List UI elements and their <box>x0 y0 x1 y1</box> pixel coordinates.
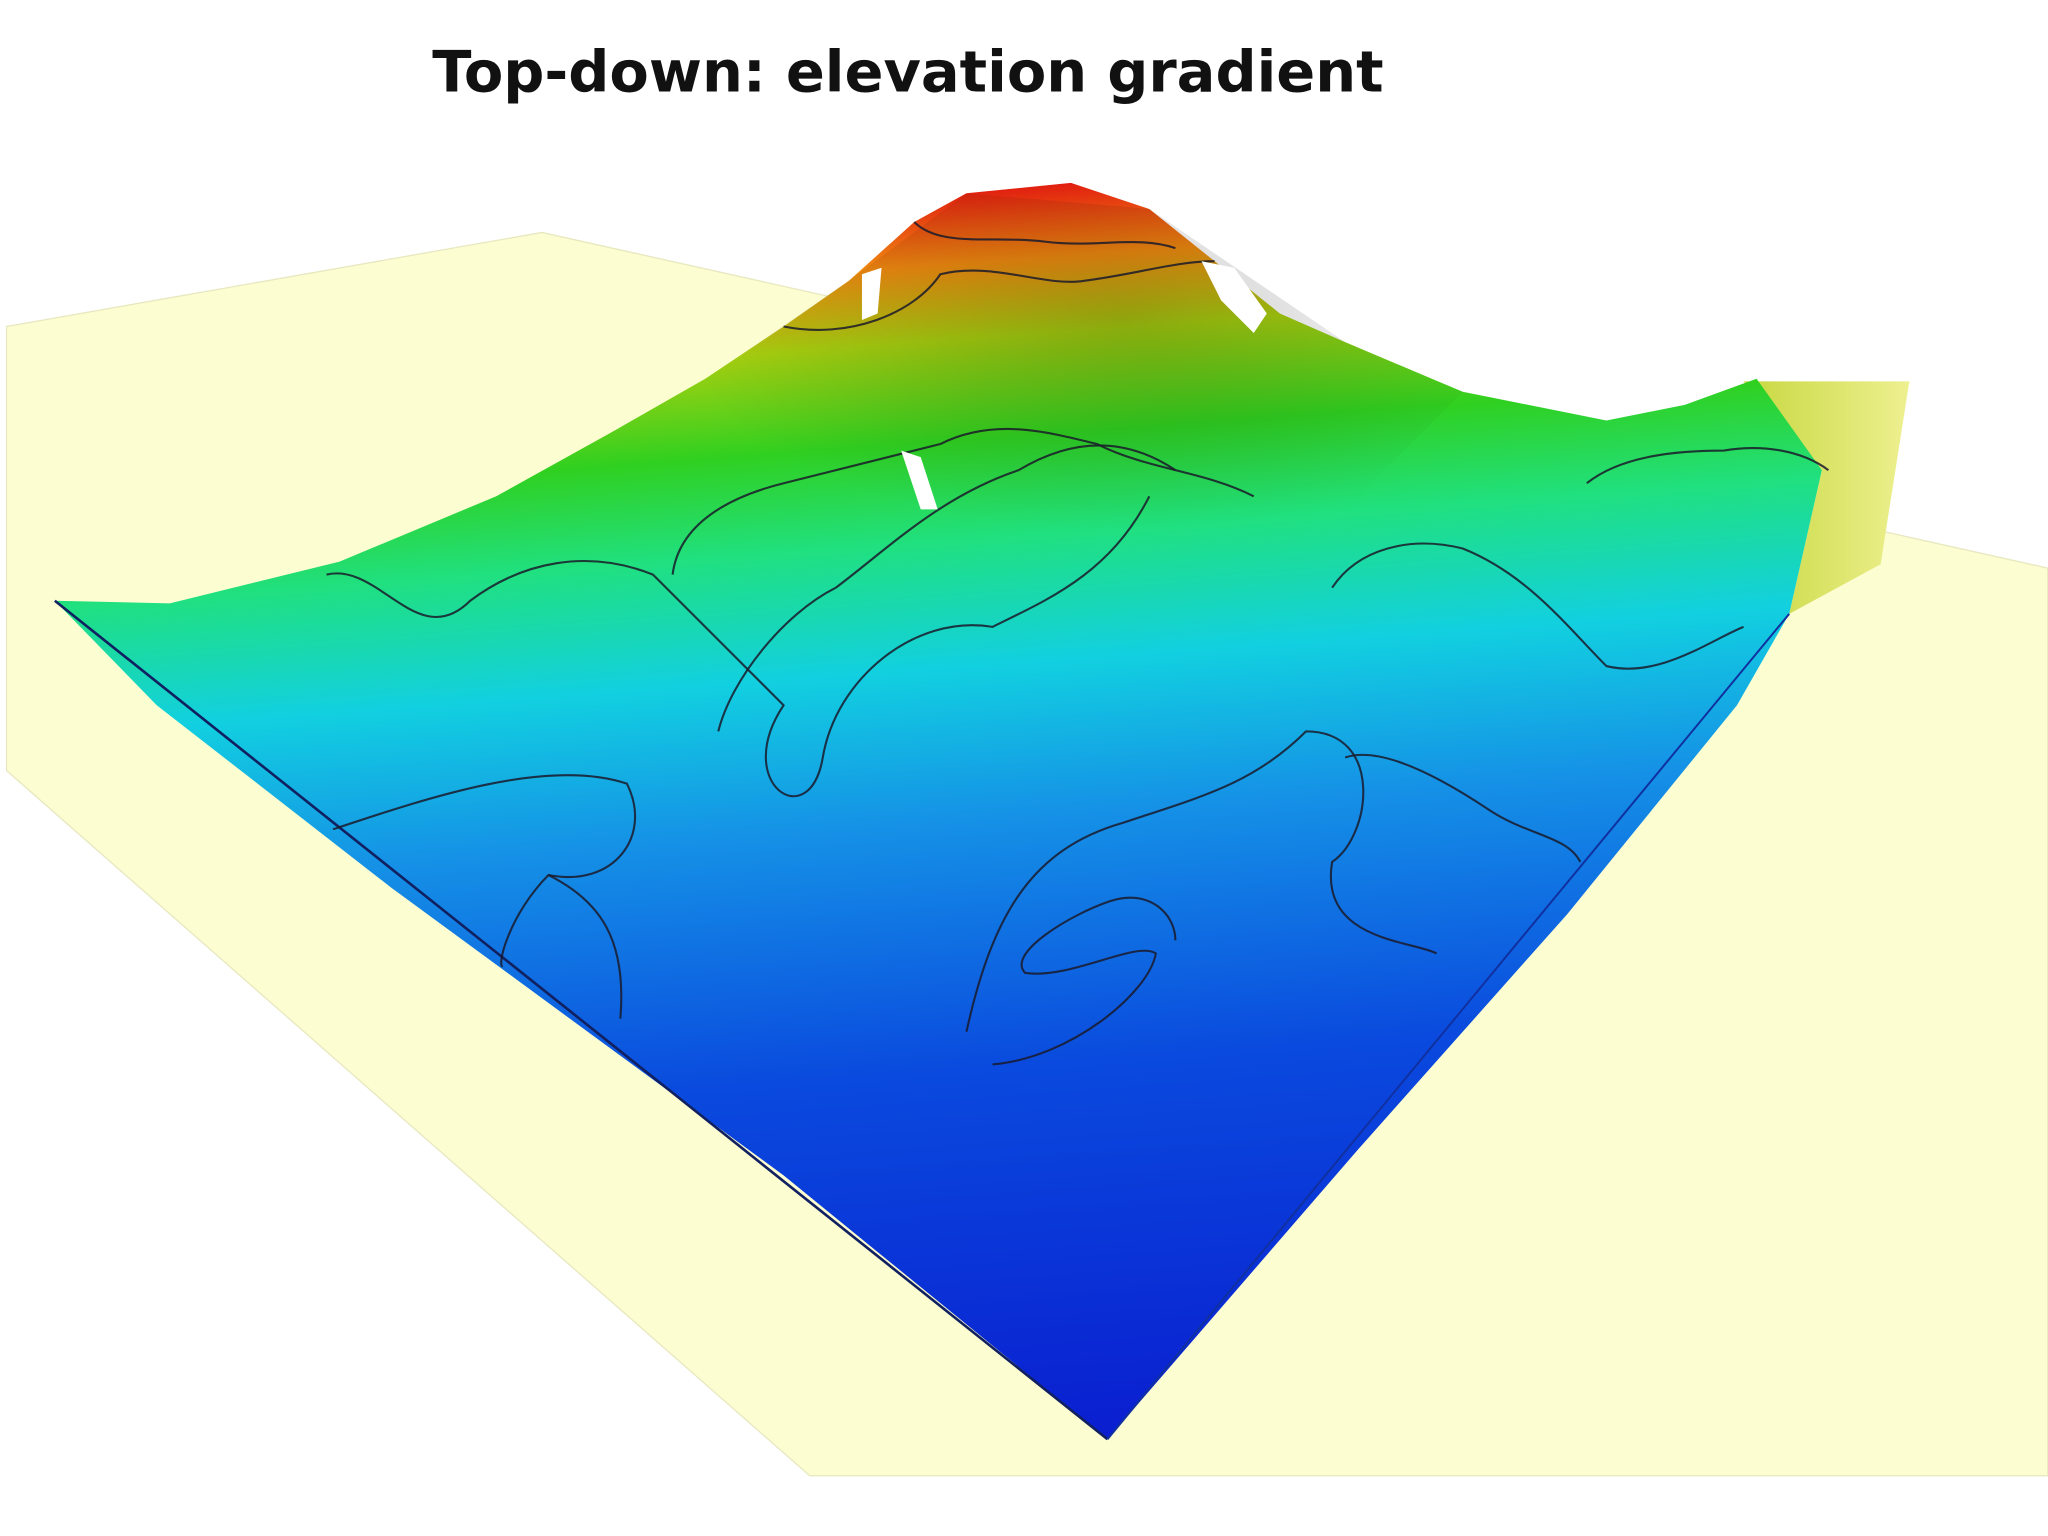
terrain-side-block <box>1743 381 1910 614</box>
contour-line <box>548 874 623 1019</box>
slide-title: Top-down: elevation gradient <box>432 38 1383 105</box>
contour-line <box>783 260 1215 331</box>
snow-patch <box>861 261 1267 510</box>
contour-line <box>1331 542 1744 670</box>
terrain-edge <box>1106 613 1790 1440</box>
contour-line <box>965 730 1438 1032</box>
contour-line <box>1586 447 1830 485</box>
contour-line <box>992 896 1177 1066</box>
terrain-edge <box>54 599 1109 1441</box>
terrain-shading <box>705 193 1463 549</box>
scene <box>5 182 2048 1477</box>
contour-line <box>671 428 1255 575</box>
contour-line <box>332 774 637 968</box>
contour-line <box>913 221 1176 250</box>
terrain-surface <box>54 182 1822 1440</box>
contour-line <box>326 495 1151 798</box>
contour-line <box>1344 753 1582 863</box>
contour-line <box>717 444 1176 732</box>
